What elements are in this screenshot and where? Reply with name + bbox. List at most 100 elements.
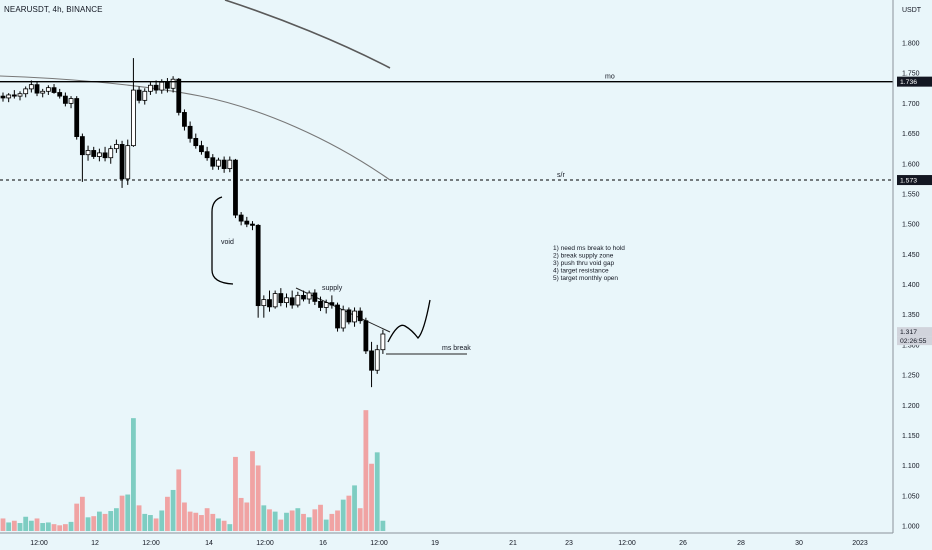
volume-bar — [119, 495, 125, 531]
candle — [176, 78, 182, 116]
candle — [255, 224, 261, 318]
price-tick: 1.650 — [902, 131, 920, 138]
volume-bar — [108, 511, 114, 531]
candle-body — [159, 81, 165, 91]
candle-body — [119, 144, 125, 180]
candle — [51, 84, 57, 94]
candle — [85, 145, 91, 161]
price-tick: 1.750 — [902, 71, 920, 78]
volume-bar — [85, 517, 91, 531]
candle — [357, 307, 363, 324]
plan-step: 2) break supply zone — [553, 253, 614, 260]
candle-body — [170, 78, 176, 89]
candle-body — [329, 302, 335, 306]
time-tick: 12 — [91, 540, 99, 547]
candle — [125, 139, 131, 185]
volume-bar — [62, 524, 68, 531]
volume-bar — [335, 510, 340, 531]
candle — [244, 216, 250, 228]
candle-body — [210, 157, 216, 167]
volume-bar — [199, 515, 204, 531]
void-bracket — [211, 196, 234, 285]
candle-body — [6, 94, 12, 99]
volume-bar — [11, 520, 17, 531]
candle — [170, 76, 176, 93]
candle — [57, 88, 63, 99]
price-tick: 1.800 — [902, 41, 920, 48]
candle — [17, 91, 23, 101]
volume-bar — [238, 497, 244, 531]
plan-step: 3) push thru void gap — [553, 260, 614, 267]
volume-bar — [125, 494, 131, 531]
volume-bar — [312, 509, 318, 531]
candle — [346, 307, 352, 325]
candle — [221, 156, 227, 173]
candle — [238, 212, 244, 226]
volume-bar — [34, 518, 40, 531]
candle-body — [346, 309, 352, 323]
volume-bar — [380, 520, 386, 531]
candle-body — [85, 150, 91, 156]
price-label-text: 1.736 — [900, 79, 917, 86]
candle-body — [23, 88, 29, 95]
candle-body — [227, 159, 233, 169]
volume-bar — [159, 510, 165, 531]
candle — [233, 158, 238, 219]
volume-bar — [323, 519, 329, 531]
volume-bar — [136, 505, 142, 531]
candle — [301, 290, 306, 302]
time-tick: 2023 — [852, 540, 868, 547]
volume-bar — [216, 518, 221, 531]
candle — [227, 156, 233, 173]
moving-average-short — [0, 75, 391, 181]
volume-bar — [244, 502, 250, 531]
candle-body — [380, 333, 386, 351]
candle — [329, 295, 335, 309]
time-axis[interactable]: 12:00 12 12:00 14 12:00 16 12:00 19 21 23 12:00 26 2… — [30, 540, 868, 547]
volume-bar — [74, 503, 80, 531]
symbol-title: NEARUSDT, 4h, BINANCE — [4, 5, 103, 14]
candle-body — [176, 78, 182, 113]
candle — [295, 291, 301, 308]
candle — [318, 296, 323, 312]
volume-bar — [182, 502, 187, 531]
volume-bar — [28, 520, 34, 531]
void-label: void — [221, 239, 234, 246]
price-axis[interactable]: USDT 1.800 1.750 1.700 1.650 1.600 1.550 1.500 1… — [902, 7, 922, 531]
volume-bar — [204, 508, 210, 531]
time-tick: 23 — [565, 540, 573, 547]
candle-body — [312, 292, 318, 302]
candle-body — [363, 320, 369, 352]
volume-bar — [17, 523, 23, 531]
candle — [6, 93, 12, 103]
price-label-text: 1.573 — [900, 178, 917, 185]
candle-body — [193, 137, 199, 147]
candle-body — [278, 293, 284, 304]
plan-step: 5) target monthly open — [553, 275, 618, 282]
price-tick: 1.500 — [902, 222, 920, 229]
volume-bar — [318, 504, 323, 531]
time-tick: 30 — [795, 540, 803, 547]
candle-body — [136, 89, 142, 101]
price-tick: 1.050 — [902, 493, 920, 500]
candle — [323, 299, 329, 314]
volume-bar — [227, 524, 233, 531]
candle — [79, 133, 85, 182]
candle — [193, 133, 199, 149]
volume-bar — [340, 499, 346, 531]
volume-bar — [114, 508, 119, 531]
price-tick: 1.150 — [902, 433, 920, 440]
candle — [289, 290, 295, 309]
candle-body — [102, 152, 108, 159]
candle-body — [153, 84, 159, 91]
candle — [0, 92, 6, 102]
volume-bar — [272, 511, 278, 531]
candle — [136, 86, 142, 104]
candle-body — [45, 87, 51, 92]
candle-body — [40, 90, 46, 94]
candle-body — [187, 125, 193, 139]
price-label-box — [897, 327, 932, 337]
candle — [182, 109, 187, 131]
